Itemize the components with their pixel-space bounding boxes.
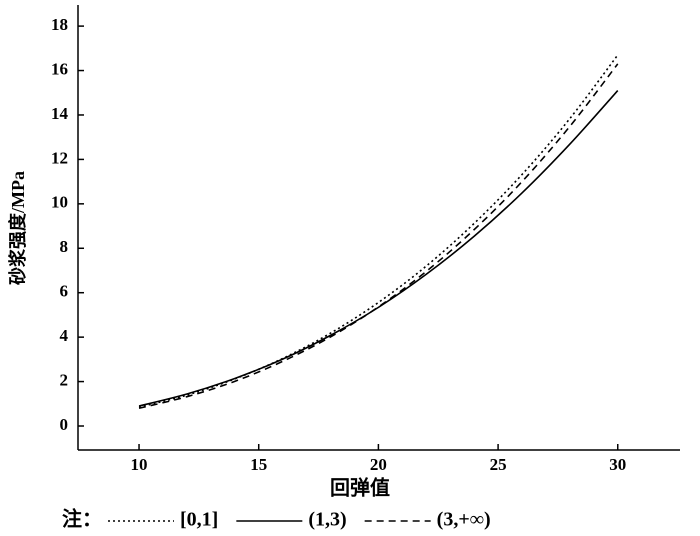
legend-label: (3,+∞) [437,509,491,531]
x-tick-label: 15 [250,455,267,474]
legend-prefix: 注： [62,507,102,531]
x-tick-label: 10 [131,455,148,474]
x-axis-title: 回弹值 [330,476,390,500]
legend-label: (1,3) [308,509,346,531]
y-tick-label: 12 [51,148,68,167]
y-tick-label: 2 [60,370,69,389]
x-tick-label: 20 [370,455,387,474]
y-tick-label: 8 [60,237,69,256]
y-tick-label: 0 [60,415,69,434]
series-line [138,63,619,410]
y-tick-label: 18 [51,15,68,34]
y-tick-label: 6 [60,282,69,301]
y-tick-label: 16 [51,59,68,78]
y-tick-label: 10 [51,193,68,212]
x-tick-label: 25 [490,455,507,474]
y-axis-title: 砂浆强度/MPa [7,171,28,285]
y-tick-label: 14 [51,104,69,123]
series-line [138,90,619,407]
y-tick-label: 4 [60,326,69,345]
x-tick-label: 30 [609,455,626,474]
series-line [138,54,619,408]
legend-label: [0,1] [180,509,218,531]
